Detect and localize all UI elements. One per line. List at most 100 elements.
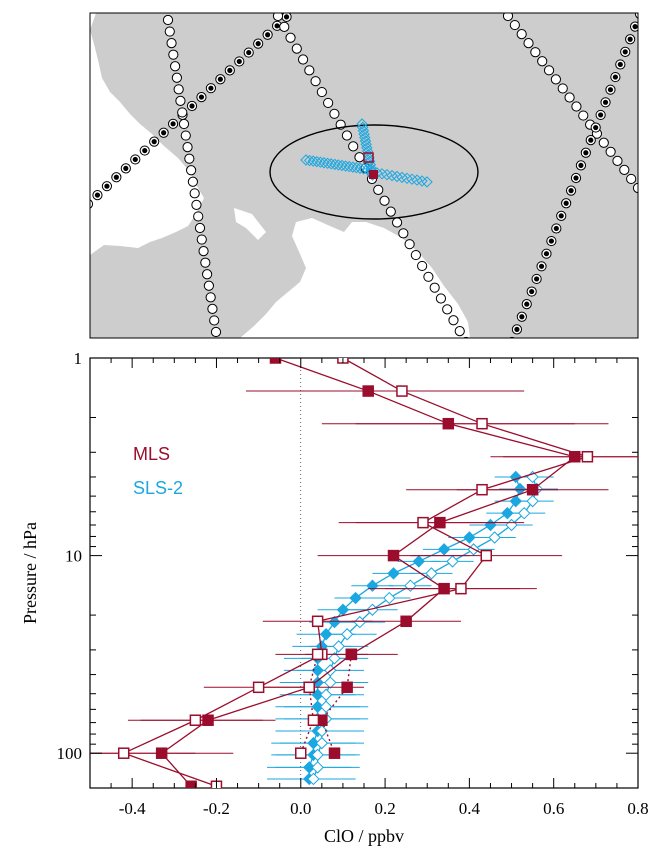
track-dot xyxy=(417,260,428,272)
sls-map-diamond xyxy=(411,174,423,186)
track-dot xyxy=(295,13,297,14)
data-point xyxy=(252,681,265,694)
data-point xyxy=(311,761,324,774)
track-dot xyxy=(323,97,334,109)
data-point xyxy=(303,681,315,694)
track-dot xyxy=(297,54,309,65)
data-point xyxy=(383,591,396,605)
series-mls-square-filled xyxy=(90,358,638,788)
track-dot xyxy=(435,293,447,304)
track-dot-core xyxy=(509,339,514,344)
data-point xyxy=(189,714,202,726)
ellipse-outline-icon xyxy=(269,124,479,220)
sls-map-diamond xyxy=(325,158,337,170)
data-point xyxy=(328,615,341,629)
data-point xyxy=(387,549,400,562)
track-dot xyxy=(626,173,637,185)
track-dot-core xyxy=(151,139,157,145)
data-point xyxy=(488,531,501,544)
axis-ticks: -0.4 -0.2 0.0 0.2 0.4 0.6 0.8 1 10 100 xyxy=(57,349,649,818)
track-dot-core xyxy=(524,301,530,307)
sls-map-diamond xyxy=(332,159,345,171)
track-dot xyxy=(162,14,174,26)
track-dot xyxy=(279,21,290,32)
data-point xyxy=(517,506,531,520)
track-dot xyxy=(523,38,534,49)
track-dot-core xyxy=(534,276,540,282)
track-dot-core xyxy=(529,288,535,295)
track-dot xyxy=(191,199,202,210)
track-dot xyxy=(550,74,561,85)
x-axis-title: ClO / ppbv xyxy=(324,826,404,846)
track-dot xyxy=(462,336,470,338)
x-tick-label: 0.0 xyxy=(290,799,311,818)
data-point xyxy=(417,516,429,529)
track-dot-core xyxy=(548,238,554,244)
y-axis-title: Pressure / hPa xyxy=(20,522,40,624)
track-dot-core xyxy=(538,263,545,269)
data-point xyxy=(437,543,451,556)
track-dot xyxy=(379,195,390,206)
sls-map-diamond xyxy=(416,175,428,187)
data-point xyxy=(315,736,329,750)
track-dot xyxy=(578,110,589,121)
data-point xyxy=(307,714,320,726)
track-dot-core xyxy=(622,49,628,55)
data-point xyxy=(425,567,438,580)
track-dot xyxy=(205,292,216,303)
track-dot xyxy=(537,56,548,67)
track-dot-core xyxy=(617,61,623,68)
sls-map-diamond xyxy=(359,131,371,144)
y-tick-label: 100 xyxy=(57,744,83,763)
track-dot xyxy=(90,199,94,209)
track-dot xyxy=(509,19,520,31)
land-silhouette-icon xyxy=(90,13,638,338)
track-dot-core xyxy=(113,174,119,180)
track-dot-core xyxy=(293,5,298,10)
track-dot-core xyxy=(132,156,138,163)
profile-plot: -0.4 -0.2 0.0 0.2 0.4 0.6 0.8 1 10 100 ClO / ppbv… xyxy=(20,349,649,846)
track-dot xyxy=(398,228,409,239)
data-point xyxy=(404,579,417,592)
track-dot xyxy=(410,249,421,261)
x-tick-label: 0.6 xyxy=(543,799,564,818)
series-line xyxy=(300,654,319,754)
data-point xyxy=(319,688,333,701)
track-dot-core xyxy=(553,225,559,232)
sls-map-diamond xyxy=(300,154,312,166)
track-dot-core xyxy=(578,162,584,168)
track-dot-core xyxy=(189,103,195,109)
sls-map-diamond xyxy=(358,128,370,140)
data-point xyxy=(476,417,488,430)
track-dot-core xyxy=(543,251,550,257)
track-dot-core xyxy=(274,23,280,29)
track-dot xyxy=(175,95,186,106)
series-sls-2-diamond-open xyxy=(271,470,558,786)
sls-map-diamond xyxy=(339,160,352,172)
track-dot xyxy=(186,165,197,176)
track-dot xyxy=(178,118,190,130)
track-dot-core xyxy=(632,24,638,30)
track-dot-core xyxy=(514,326,520,332)
island xyxy=(262,236,290,262)
track-dot xyxy=(291,43,302,54)
track-dot-core xyxy=(563,200,569,206)
sls-map-diamond xyxy=(354,162,366,174)
sls-map-diamond xyxy=(421,176,433,188)
sls-map-diamond xyxy=(406,173,418,185)
track-dot-core xyxy=(568,188,574,194)
sls-map-diamond xyxy=(376,168,388,180)
track-dot xyxy=(564,92,575,103)
track-dot-core xyxy=(94,192,101,198)
data-point xyxy=(581,450,594,463)
data-point xyxy=(480,549,492,562)
track-dot xyxy=(164,26,175,37)
track-dot xyxy=(329,108,340,119)
data-point xyxy=(311,648,324,661)
track-dot-core xyxy=(123,165,129,171)
track-dot xyxy=(187,176,198,187)
sls-map-diamond xyxy=(329,158,341,171)
track-dot xyxy=(543,65,555,76)
track-dot xyxy=(194,222,206,234)
sls-map-diamond xyxy=(350,161,363,174)
